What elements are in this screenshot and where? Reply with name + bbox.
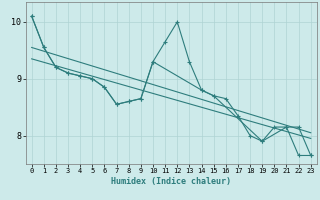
X-axis label: Humidex (Indice chaleur): Humidex (Indice chaleur) <box>111 177 231 186</box>
